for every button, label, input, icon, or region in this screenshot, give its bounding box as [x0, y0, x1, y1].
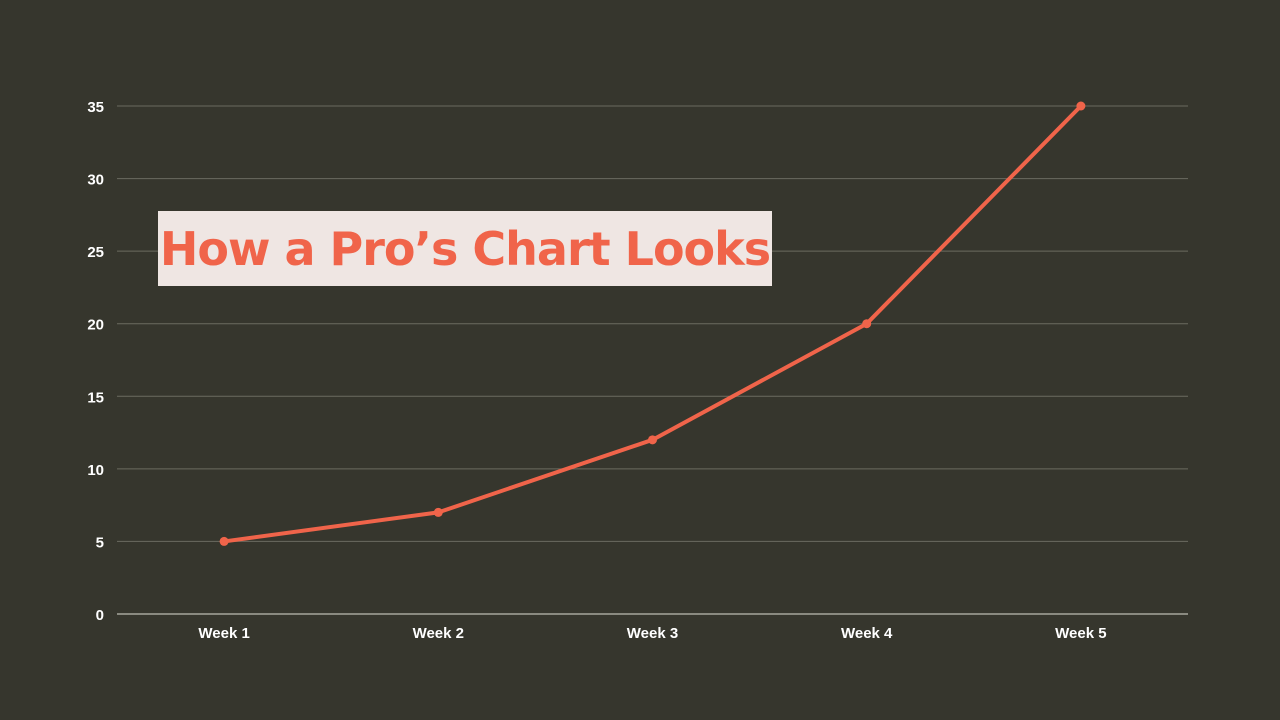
y-axis-tick-labels: 0 5 10 15 20 25 30 35 — [87, 99, 104, 624]
y-tick-label: 0 — [96, 607, 104, 624]
x-tick-label: Week 2 — [413, 625, 464, 642]
data-point[interactable] — [219, 536, 229, 546]
y-tick-label: 20 — [87, 317, 104, 334]
data-point[interactable] — [433, 507, 443, 517]
y-tick-label: 35 — [87, 99, 104, 116]
x-tick-label: Week 1 — [198, 625, 249, 642]
chart-title-box: How a Pro’s Chart Looks — [158, 211, 772, 286]
data-point[interactable] — [862, 319, 872, 329]
chart-title: How a Pro’s Chart Looks — [159, 221, 771, 276]
data-point[interactable] — [1076, 101, 1086, 111]
x-tick-label: Week 4 — [841, 625, 893, 642]
x-tick-label: Week 3 — [627, 625, 678, 642]
y-tick-label: 10 — [87, 462, 104, 479]
y-tick-label: 30 — [87, 172, 104, 189]
data-series — [219, 101, 1086, 546]
x-tick-label: Week 5 — [1055, 625, 1106, 642]
x-axis-tick-labels: Week 1 Week 2 Week 3 Week 4 Week 5 — [198, 625, 1106, 642]
y-tick-label: 5 — [96, 534, 104, 551]
y-tick-label: 15 — [87, 389, 104, 406]
data-point[interactable] — [648, 435, 657, 445]
y-tick-label: 25 — [87, 244, 104, 261]
gridlines — [117, 105, 1188, 615]
